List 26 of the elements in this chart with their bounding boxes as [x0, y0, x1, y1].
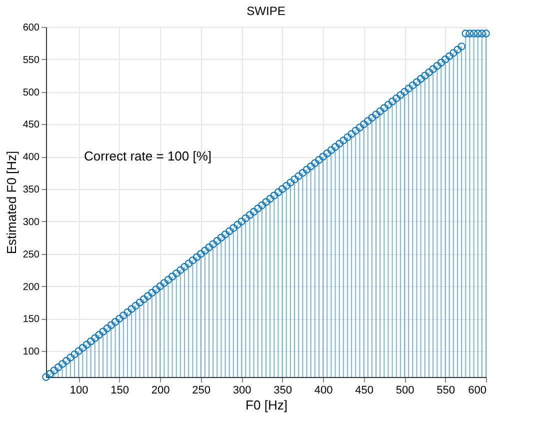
y-tick-label: 300 [22, 216, 40, 228]
x-tick-label: 600 [468, 384, 486, 396]
x-tick-label: 150 [110, 384, 130, 396]
y-tick-label: 600 [22, 22, 40, 34]
x-tick-label: 300 [232, 384, 252, 396]
y-tick-label: 350 [22, 184, 40, 196]
y-tick-label: 550 [22, 54, 40, 66]
x-axis-title: F0 [Hz] [246, 398, 288, 412]
x-tick-label: 250 [192, 384, 210, 396]
annotation: Correct rate = 100 [%] [84, 148, 212, 164]
y-tick-label: 400 [22, 152, 40, 164]
y-tick-label: 250 [22, 249, 40, 260]
x-tick-label: 100 [70, 384, 88, 396]
x-tick-label: 400 [314, 384, 333, 396]
y-tick-label: 500 [22, 87, 40, 98]
x-tick-label: 200 [151, 384, 170, 396]
y-tick-label: 150 [22, 314, 40, 326]
x-tick-label: 450 [355, 384, 374, 396]
y-tick-label: 100 [22, 346, 40, 358]
x-tick-label: 350 [274, 384, 292, 396]
y-tick-label: 200 [22, 282, 40, 293]
chart-title: SWIPE [246, 4, 286, 18]
y-tick-label: 450 [22, 120, 40, 131]
y-axis-title: Estimated F0 [Hz] [4, 150, 19, 254]
x-tick-label: 500 [396, 384, 414, 396]
x-tick-label: 550 [436, 384, 455, 396]
